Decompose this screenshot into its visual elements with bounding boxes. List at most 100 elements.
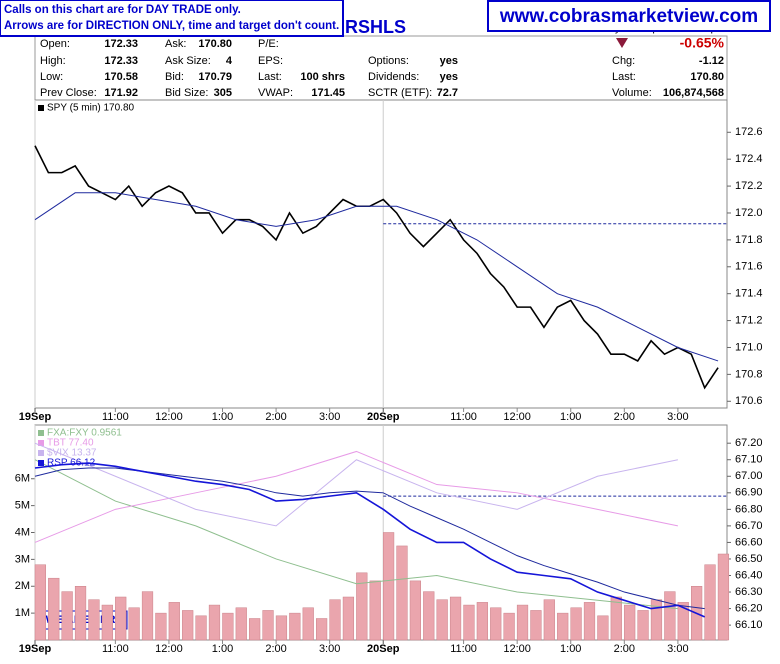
y-tick-label: 171.4: [735, 288, 763, 300]
volume-bar: [664, 591, 676, 641]
y2-tick-label: 1M: [15, 607, 30, 619]
x-tick-label: 12:00: [503, 411, 531, 423]
legend-entry: RSP 66.12: [47, 458, 96, 469]
volume-bar: [182, 610, 194, 641]
volume-bar: [503, 612, 515, 641]
legend-entry: TBT 77.40: [47, 438, 94, 449]
field-value: 305: [214, 87, 232, 99]
y-tick-label: 66.10: [735, 619, 763, 631]
field-value: 172.33: [104, 38, 138, 50]
volume-bar: [74, 586, 87, 641]
x-tick-label: 3:00: [667, 643, 688, 655]
x-tick-label: 11:00: [102, 411, 129, 423]
y-tick-label: 172.0: [735, 207, 763, 219]
volume-bar: [570, 607, 582, 641]
legend-entry: FXA:FXY 0.9561: [47, 428, 122, 439]
volume-bar: [329, 599, 341, 641]
field-label: Prev Close:: [40, 87, 97, 99]
x-tick-label: 2:00: [614, 411, 635, 423]
x-tick-label: 3:00: [319, 411, 340, 423]
x-tick-label: 12:00: [503, 643, 531, 655]
field-label: Last:: [258, 71, 282, 83]
volume-bar: [302, 607, 314, 641]
down-arrow: [616, 38, 628, 48]
volume-bar: [262, 610, 274, 641]
y-tick-label: 66.30: [735, 586, 763, 598]
volume-bar: [704, 564, 716, 641]
field-label: High:: [40, 55, 66, 67]
y-tick-label: 172.2: [735, 180, 763, 192]
y-tick-label: 171.6: [735, 261, 763, 273]
x-tick-label: 2:00: [265, 643, 286, 655]
volume-bar: [369, 580, 381, 641]
y-tick-label: 171.2: [735, 314, 763, 326]
field-label: Low:: [40, 71, 63, 83]
x-tick-label: 1:00: [560, 643, 581, 655]
x-tick-label: 12:00: [155, 643, 183, 655]
volume-bar: [115, 596, 127, 641]
volume-bar: [141, 591, 154, 641]
site-box: [487, 0, 771, 32]
volume-bar: [275, 615, 288, 641]
y2-tick-label: 3M: [15, 553, 30, 565]
legend-swatch: [38, 440, 44, 446]
volume-bar: [249, 618, 261, 641]
field-value: 170.80: [690, 71, 724, 83]
y-tick-label: 66.90: [735, 487, 763, 499]
volume-bar: [208, 604, 221, 641]
volume-bar: [490, 607, 502, 641]
field-value: 106,874,568: [663, 87, 724, 99]
field-label: Bid Size:: [165, 87, 208, 99]
y-tick-label: 66.60: [735, 536, 763, 548]
volume-bar: [396, 545, 408, 641]
y-tick-label: 170.6: [735, 395, 763, 407]
field-label: Bid:: [165, 71, 184, 83]
field-value: yes: [440, 55, 458, 67]
field-label: Dividends:: [368, 71, 419, 83]
field-value: -1.12: [699, 55, 724, 67]
volume-bar: [128, 607, 140, 641]
field-label: Ask Size:: [165, 55, 211, 67]
volume-bar: [557, 612, 569, 641]
y-tick-label: 67.10: [735, 454, 763, 466]
y2-tick-label: 2M: [15, 580, 30, 592]
x-tick-label: 3:00: [319, 643, 340, 655]
y-tick-label: 66.40: [735, 569, 763, 581]
x-tick-label: 20Sep: [367, 411, 400, 423]
x-tick-label: 19Sep: [19, 411, 52, 423]
volume-bar: [583, 602, 596, 641]
y-tick-label: 66.20: [735, 602, 763, 614]
volume-bar: [597, 615, 609, 641]
y-tick-label: 172.4: [735, 153, 763, 165]
site: www.cobrasmarketview.com: [499, 6, 758, 27]
field-label: Open:: [40, 38, 70, 50]
y2-tick-label: 5M: [15, 500, 30, 512]
volume-bar: [637, 610, 649, 641]
banner-line: Arrows are for DIRECTION ONLY, time and …: [4, 20, 339, 32]
field-label: Options:: [368, 55, 409, 67]
volume-bar: [168, 602, 180, 641]
y-tick-label: 66.50: [735, 553, 763, 565]
x-tick-label: 1:00: [212, 411, 233, 423]
legend-entry: $VIX 13.37: [47, 448, 97, 459]
volume-bar: [677, 602, 689, 641]
x-tick-label: 3:00: [667, 411, 688, 423]
x-tick-label: 2:00: [265, 411, 286, 423]
x-tick-label: 11:00: [102, 643, 129, 655]
volume-bar: [476, 602, 488, 641]
field-value: 170.58: [104, 71, 138, 83]
volume-bar: [222, 612, 234, 641]
series-line: [34, 462, 705, 618]
y2-tick-label: 4M: [15, 526, 30, 538]
series-line: [34, 192, 719, 362]
series-line: [34, 442, 678, 527]
y-tick-label: 67.20: [735, 437, 763, 449]
field-value: 170.79: [198, 71, 232, 83]
series-line: [34, 459, 678, 610]
y2-tick-label: 6M: [15, 473, 30, 485]
y-tick-label: 172.6: [735, 126, 763, 138]
field-value: 100 shrs: [300, 71, 345, 83]
volume-bar: [235, 607, 247, 641]
x-tick-label: 11:00: [450, 411, 477, 423]
volume-bar: [610, 596, 622, 641]
